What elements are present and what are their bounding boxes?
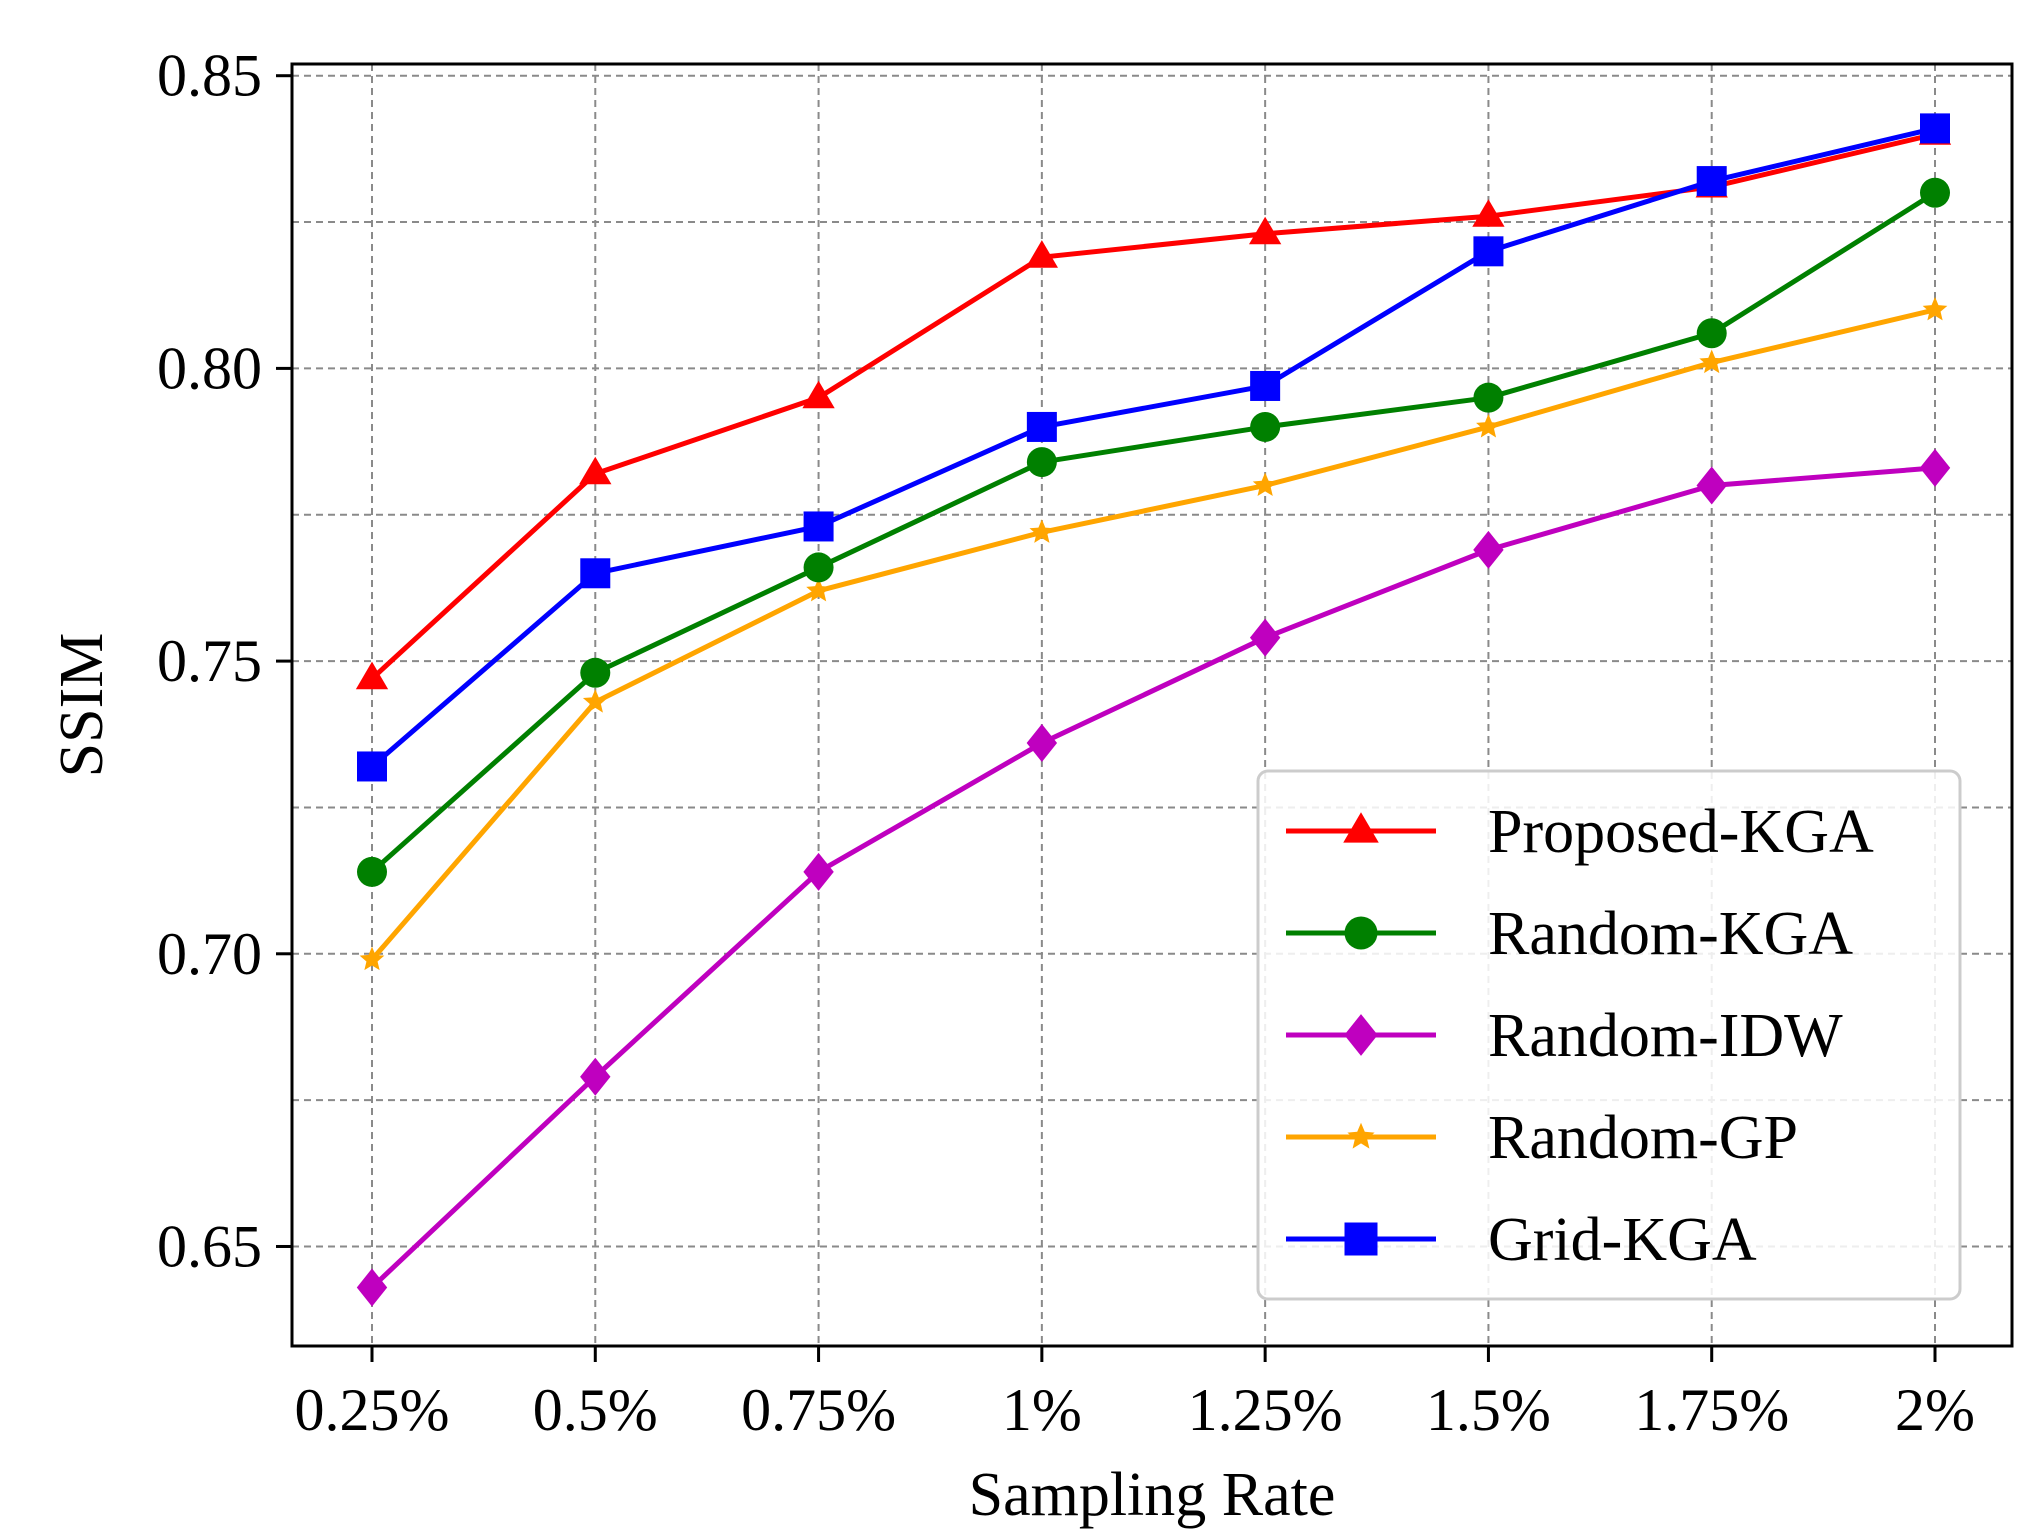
circle-marker <box>357 856 387 887</box>
circle-marker <box>803 552 834 583</box>
ticks: 0.25% 0.5% 0.75% 1% 1.25% 1.5% 1.75% 2% 0.65 0.70… <box>157 43 1975 1443</box>
circle-marker <box>1344 916 1378 950</box>
x-tick-label: 1.25% <box>1188 1377 1343 1443</box>
star-marker <box>359 946 385 971</box>
y-tick-label: 0.85 <box>157 43 262 109</box>
x-tick-label: 2% <box>1895 1377 1975 1443</box>
square-marker <box>1696 166 1727 197</box>
series-layer <box>355 113 1952 1307</box>
series-line <box>370 307 1936 962</box>
x-tick-label: 0.25% <box>295 1377 450 1443</box>
square-marker <box>1473 236 1504 267</box>
legend-label: Random-KGA <box>1488 900 1853 968</box>
x-tick-label: 1% <box>1002 1377 1082 1443</box>
y-tick-label: 0.70 <box>157 921 262 987</box>
diamond-marker <box>1696 466 1727 505</box>
legend-label: Proposed-KGA <box>1488 798 1874 866</box>
triangle-marker <box>1025 240 1059 268</box>
circle-marker <box>1920 177 1950 208</box>
legend-item: Proposed-KGA <box>1286 798 1874 866</box>
square-marker <box>803 511 834 542</box>
legend-items: Proposed-KGA Random-KGA Random-IDW Random-G… <box>1286 798 1874 1274</box>
diamond-marker <box>1919 448 1951 487</box>
star-marker <box>1029 519 1055 543</box>
series-random-idw <box>356 448 1951 1307</box>
series-line <box>370 465 1936 1290</box>
legend-label: Random-IDW <box>1488 1002 1843 1070</box>
square-marker <box>357 751 387 782</box>
star-marker <box>1252 472 1278 496</box>
diamond-marker <box>1249 618 1281 657</box>
diamond-marker <box>803 852 834 891</box>
square-marker <box>1026 411 1057 442</box>
diamond-marker <box>1473 530 1504 569</box>
legend-box <box>1256 769 1962 1301</box>
y-axis-label: SSIM <box>48 633 116 778</box>
series-random-kga <box>357 177 1950 887</box>
star-marker <box>1922 296 1948 321</box>
square-marker <box>580 558 611 589</box>
legend: Proposed-KGA Random-KGA Random-IDW Random-G… <box>1256 769 1962 1301</box>
x-tick-label: 0.5% <box>533 1377 658 1443</box>
legend-item: Random-GP <box>1286 1104 1798 1172</box>
circle-marker <box>1250 411 1281 442</box>
square-marker <box>1344 1222 1378 1256</box>
circle-marker <box>580 657 611 688</box>
star-marker <box>806 577 831 602</box>
triangle-marker <box>579 456 612 485</box>
triangle-marker <box>1343 812 1379 843</box>
series-line <box>370 125 1936 769</box>
x-tick-label: 1.75% <box>1634 1377 1789 1443</box>
square-marker <box>1250 370 1281 401</box>
circle-marker <box>1473 382 1504 413</box>
plot-frame <box>290 62 2014 1348</box>
diamond-marker <box>356 1268 388 1307</box>
square-marker <box>1920 113 1950 144</box>
diamond-marker <box>1344 1014 1378 1056</box>
series-random-gp <box>359 296 1948 971</box>
y-tick-label: 0.80 <box>157 335 262 401</box>
triangle-marker <box>355 661 389 690</box>
diamond-marker <box>1026 724 1058 763</box>
star-marker <box>582 689 608 713</box>
triangle-marker <box>1248 216 1282 245</box>
circle-marker <box>1026 447 1057 478</box>
legend-label: Random-GP <box>1488 1104 1798 1172</box>
legend-item: Random-KGA <box>1286 900 1853 968</box>
star-marker <box>1347 1122 1375 1149</box>
legend-item: Random-IDW <box>1286 1002 1843 1070</box>
x-tick-label: 1.5% <box>1426 1377 1551 1443</box>
star-marker <box>1476 413 1501 438</box>
circle-marker <box>1696 318 1727 349</box>
diamond-marker <box>580 1057 611 1096</box>
y-tick-label: 0.65 <box>157 1213 262 1279</box>
x-axis-label: Sampling Rate <box>969 1461 1336 1529</box>
series-grid-kga <box>357 113 1950 782</box>
triangle-marker <box>1472 199 1505 227</box>
x-tick-label: 0.75% <box>741 1377 896 1443</box>
legend-item: Grid-KGA <box>1286 1206 1757 1274</box>
legend-label: Grid-KGA <box>1488 1206 1757 1274</box>
y-tick-label: 0.75 <box>157 628 262 694</box>
star-marker <box>1699 349 1725 374</box>
series-line <box>370 190 1937 874</box>
triangle-marker <box>802 380 835 409</box>
